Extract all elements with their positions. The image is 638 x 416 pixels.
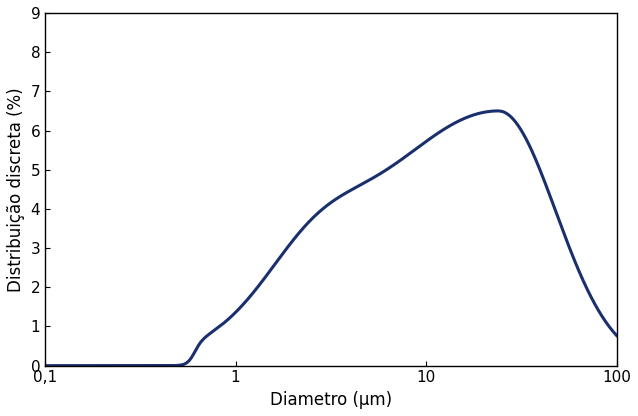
- Y-axis label: Distribuição discreta (%): Distribuição discreta (%): [7, 87, 25, 292]
- X-axis label: Diametro (μm): Diametro (μm): [270, 391, 392, 409]
